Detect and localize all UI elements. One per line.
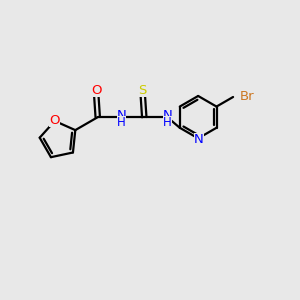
Text: N: N xyxy=(194,133,204,146)
Text: O: O xyxy=(91,85,101,98)
Text: S: S xyxy=(139,84,147,97)
Text: N: N xyxy=(117,109,127,122)
Text: H: H xyxy=(163,116,172,129)
Text: N: N xyxy=(163,109,172,122)
Text: H: H xyxy=(117,116,126,129)
Text: O: O xyxy=(50,115,60,128)
Text: Br: Br xyxy=(240,91,254,103)
